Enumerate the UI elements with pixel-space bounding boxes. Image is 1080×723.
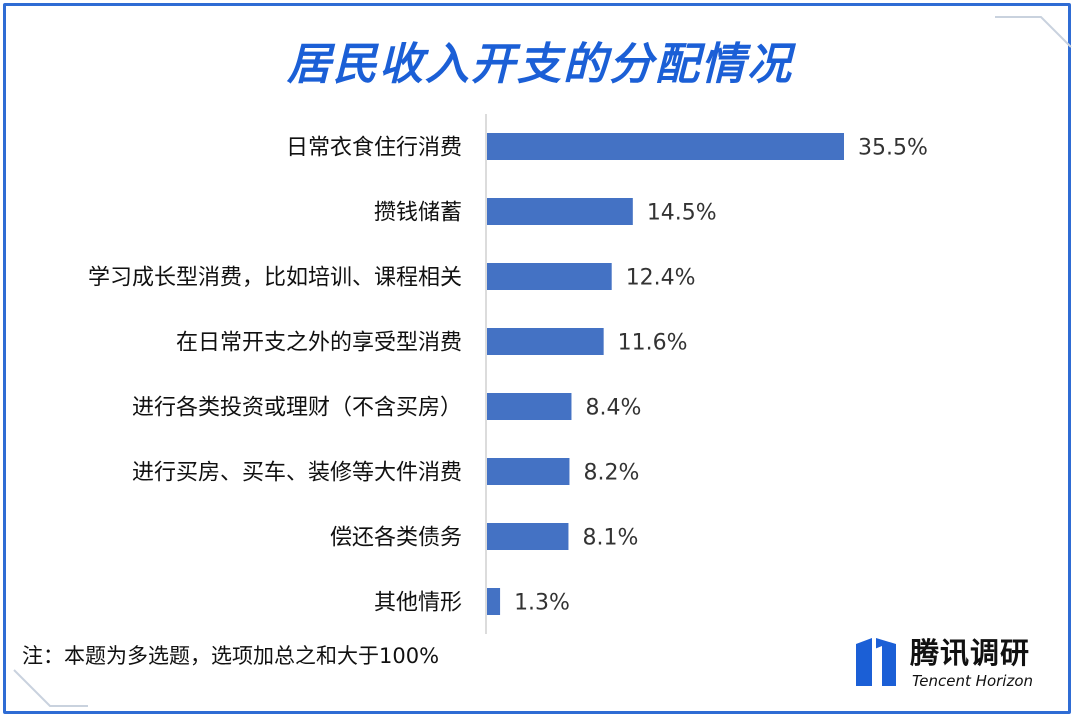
category-label: 偿还各类债务 — [330, 526, 462, 551]
brand-name: 腾讯调研 — [910, 636, 1031, 670]
tencent-horizon-logo-icon — [856, 638, 896, 686]
category-label: 学习成长型消费，比如培训、课程相关 — [88, 266, 462, 291]
category-label: 进行各类投资或理财（不含买房） — [132, 396, 462, 421]
data-label: 1.3% — [514, 591, 570, 616]
chart-title: 居民收入开支的分配情况 — [287, 39, 793, 90]
data-label: 14.5% — [647, 201, 717, 226]
bar — [487, 523, 569, 550]
bar — [487, 263, 612, 290]
brand-logo: 腾讯调研 Tencent Horizon — [852, 630, 1052, 696]
bar — [487, 588, 501, 615]
data-label: 8.4% — [585, 396, 641, 421]
data-label: 35.5% — [858, 136, 928, 161]
data-label: 11.6% — [618, 331, 688, 356]
brand-subtitle: Tencent Horizon — [912, 672, 1034, 690]
category-label: 攒钱储蓄 — [374, 201, 462, 226]
bar — [487, 198, 633, 225]
bar — [487, 458, 570, 485]
data-label: 8.1% — [582, 526, 638, 551]
data-label: 12.4% — [626, 266, 696, 291]
data-label: 8.2% — [583, 461, 639, 486]
bar — [487, 393, 572, 420]
category-label: 日常衣食住行消费 — [286, 136, 462, 161]
category-label: 在日常开支之外的享受型消费 — [176, 331, 462, 356]
chart-frame — [3, 3, 1071, 714]
footnote: 注：本题为多选题，选项加总之和大于100% — [22, 644, 440, 668]
corner-decoration-bottom-left — [13, 669, 88, 707]
bar — [487, 328, 604, 355]
category-label: 进行买房、买车、装修等大件消费 — [132, 461, 462, 486]
bar — [487, 133, 844, 160]
corner-decoration-top-right — [995, 16, 1072, 48]
category-label: 其他情形 — [374, 591, 462, 616]
